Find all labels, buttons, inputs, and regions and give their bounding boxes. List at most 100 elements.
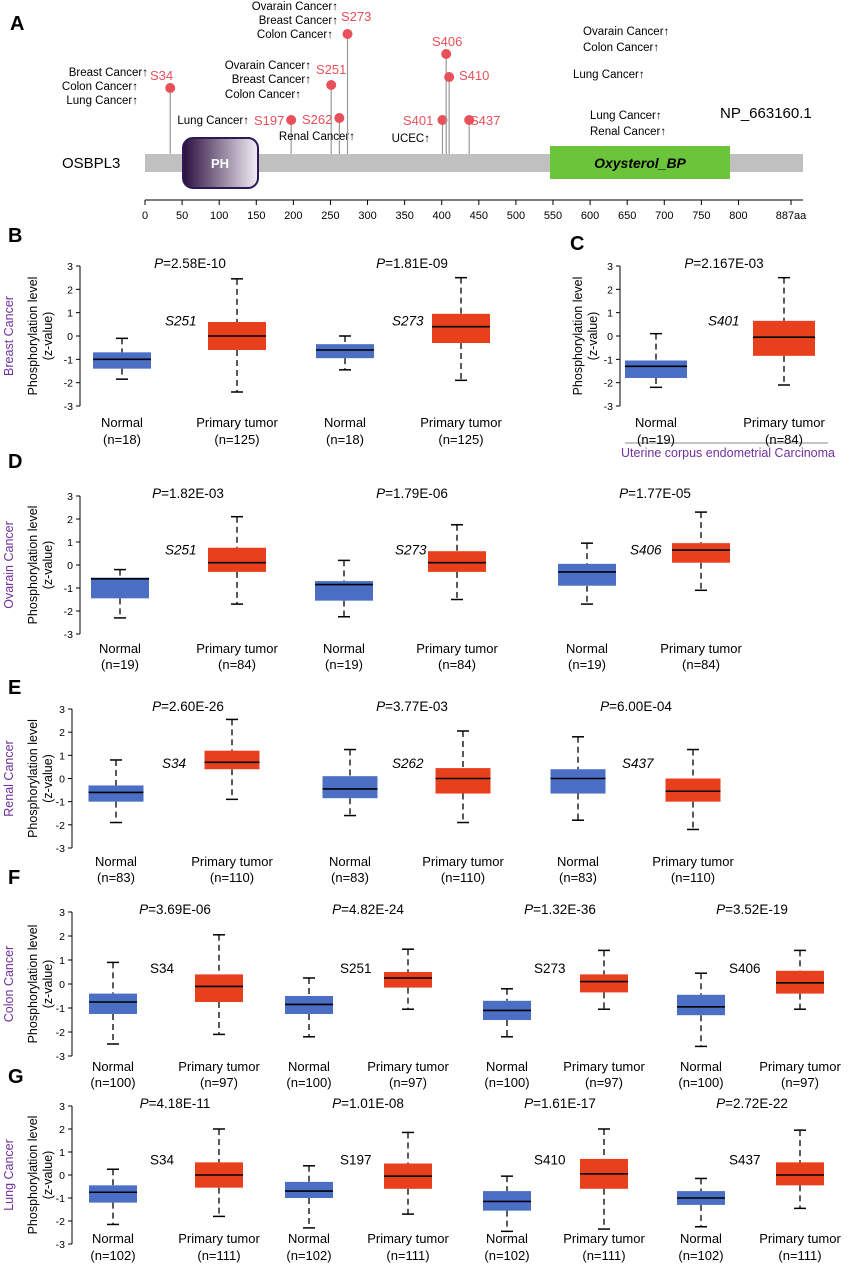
tumor-box-group: Primary tumor(n=110) bbox=[422, 730, 504, 885]
normal-box-group: Normal(n=19) bbox=[558, 542, 616, 672]
sample-size-label: (n=97) bbox=[200, 1075, 238, 1090]
y-tick-label: 0 bbox=[67, 560, 73, 572]
sample-size-label: (n=19) bbox=[637, 432, 675, 447]
site-label: S197 bbox=[340, 1153, 372, 1168]
y-axis-label: Phosphorylation level bbox=[26, 277, 40, 396]
sample-size-label: (n=125) bbox=[214, 432, 259, 447]
category-label: Primary tumor bbox=[652, 854, 734, 869]
panel-letter: G bbox=[8, 1066, 24, 1088]
p-symbol: P bbox=[139, 902, 148, 917]
category-label: Primary tumor bbox=[759, 1231, 841, 1246]
category-label: Primary tumor bbox=[178, 1231, 260, 1246]
normal-box bbox=[315, 581, 373, 601]
p-value: =2.58E-10 bbox=[163, 256, 226, 271]
site-label: S406 bbox=[630, 543, 662, 558]
site-marker bbox=[165, 83, 176, 93]
p-value: =6.00E-04 bbox=[609, 699, 672, 714]
y-tick-label: 3 bbox=[59, 1101, 65, 1113]
accession-number: NP_663160.1 bbox=[720, 105, 812, 122]
cancer-type-label: Lung Cancer bbox=[2, 1139, 16, 1211]
p-symbol: P bbox=[152, 486, 161, 501]
p-value: =2.60E-26 bbox=[161, 699, 224, 714]
site-marker bbox=[437, 115, 448, 125]
y-tick-label: 0 bbox=[59, 1170, 65, 1182]
panel-letter: B bbox=[8, 225, 22, 247]
tumor-box bbox=[208, 547, 266, 572]
site-cancer-label: Renal Cancer↑ bbox=[590, 126, 666, 138]
category-label: Primary tumor bbox=[367, 1231, 449, 1246]
sample-size-label: (n=102) bbox=[678, 1248, 723, 1263]
site-label: S410 bbox=[459, 68, 489, 83]
normal-box-group: Normal(n=100) bbox=[677, 972, 725, 1090]
normal-box-group: Normal(n=83) bbox=[322, 748, 378, 885]
p-symbol: P bbox=[376, 699, 385, 714]
sample-size-label: (n=100) bbox=[286, 1075, 331, 1090]
p-value-label: P=6.00E-04 bbox=[600, 699, 672, 714]
sample-size-label: (n=83) bbox=[331, 870, 369, 885]
category-label: Normal bbox=[323, 641, 365, 656]
site-label: S401 bbox=[403, 113, 433, 128]
site-label: S251 bbox=[165, 543, 197, 558]
sample-size-label: (n=83) bbox=[97, 870, 135, 885]
sample-size-label: (n=102) bbox=[484, 1248, 529, 1263]
p-symbol: P bbox=[152, 699, 161, 714]
panel-b: B 3 2 1 0 -1 -2 -3 Phosphorylation level (z-value… bbox=[2, 225, 502, 447]
axis-tick-label: 600 bbox=[581, 210, 599, 222]
site-cancer-label: Lung Cancer↑ bbox=[573, 69, 645, 81]
p-value-label: P=2.167E-03 bbox=[684, 256, 763, 271]
tumor-box bbox=[672, 543, 730, 563]
cancer-type-label: Colon Cancer bbox=[2, 946, 16, 1022]
tumor-box-group: Primary tumor(n=110) bbox=[191, 718, 273, 885]
tumor-box-group: Primary tumor (n=111) bbox=[759, 1129, 841, 1263]
p-value: =2.72E-22 bbox=[725, 1096, 788, 1111]
site-label: S34 bbox=[150, 68, 173, 83]
y-tick-label: 2 bbox=[59, 727, 65, 739]
normal-box bbox=[91, 577, 149, 599]
site-label: S251 bbox=[316, 62, 346, 77]
p-value: =1.32E-36 bbox=[533, 902, 596, 917]
y-tick-label: -1 bbox=[64, 583, 73, 595]
normal-box-group: Normal (n=102) bbox=[89, 1168, 137, 1263]
site-marker bbox=[464, 115, 475, 125]
p-value: =3.52E-19 bbox=[725, 902, 788, 917]
y-tick-label: 0 bbox=[607, 331, 613, 343]
p-value-label: P=1.82E-03 bbox=[152, 486, 224, 501]
normal-box-group: Normal(n=19) bbox=[625, 332, 687, 447]
p-symbol: P bbox=[716, 1096, 725, 1111]
p-value-label: P=1.61E-17 bbox=[524, 1096, 596, 1111]
normal-box-group: Normal(n=100) bbox=[89, 961, 137, 1090]
normal-box-group: Normal(n=19) bbox=[315, 559, 373, 672]
p-value-label: P=1.81E-09 bbox=[376, 256, 448, 271]
sample-size-label: (n=102) bbox=[90, 1248, 135, 1263]
p-value: =3.77E-03 bbox=[385, 699, 448, 714]
tumor-box-group: Primary tumor (n=111) bbox=[563, 1128, 645, 1263]
p-value: =2.167E-03 bbox=[693, 256, 763, 271]
tumor-box-group: Primary tumor(n=97) bbox=[178, 934, 260, 1090]
site-label: S401 bbox=[708, 314, 740, 329]
axis-tick-label: 250 bbox=[321, 210, 339, 222]
site-label: S34 bbox=[150, 961, 175, 976]
p-value: =1.82E-03 bbox=[161, 486, 224, 501]
normal-box-group: Normal(n=19) bbox=[91, 568, 149, 672]
category-label: Normal bbox=[329, 854, 371, 869]
sample-size-label: (n=84) bbox=[218, 657, 256, 672]
y-tick-label: -1 bbox=[56, 1193, 65, 1205]
panel-e: E 3 2 1 0 -1 -2 -3 Phosphorylation level (z-value… bbox=[2, 677, 734, 885]
axis-tick-label: 500 bbox=[507, 210, 525, 222]
y-axis-unit: (z-value) bbox=[586, 312, 600, 361]
cancer-type-label: Uterine corpus endometrial Carcinoma bbox=[621, 446, 835, 460]
site-cancer-label: Lung Cancer↑ bbox=[590, 110, 662, 122]
site-label: S437 bbox=[470, 113, 500, 128]
normal-box bbox=[677, 994, 725, 1016]
y-tick-label: 3 bbox=[67, 261, 73, 273]
normal-box-group: Normal (n=102) bbox=[285, 1165, 333, 1263]
y-axis-unit: (z-value) bbox=[41, 754, 55, 803]
category-label: Normal bbox=[92, 1059, 134, 1074]
sample-size-label: (n=110) bbox=[441, 870, 485, 885]
normal-box bbox=[316, 344, 374, 359]
panel-letter: D bbox=[8, 451, 22, 473]
tumor-box bbox=[432, 313, 490, 343]
sample-size-label: (n=97) bbox=[389, 1075, 427, 1090]
